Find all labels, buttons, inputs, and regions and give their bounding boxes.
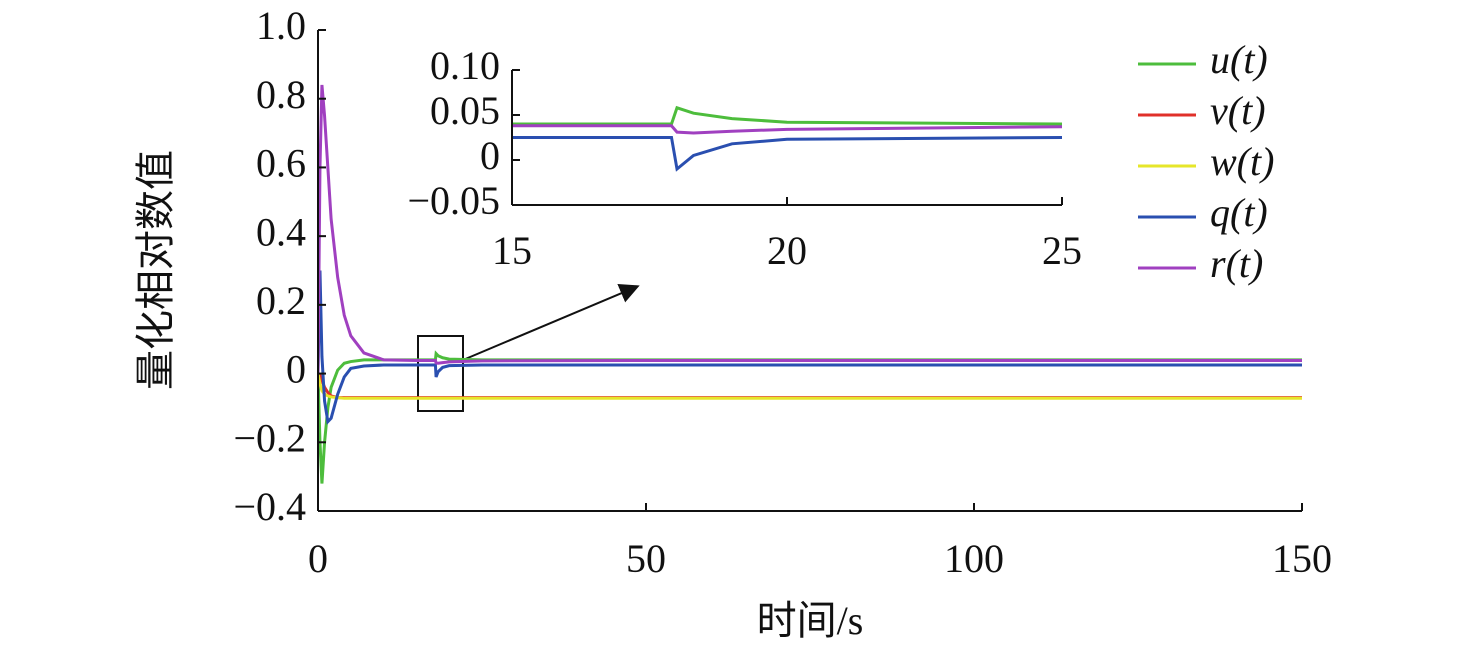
main-plot <box>318 84 1302 484</box>
series-line <box>318 270 1302 425</box>
series-line <box>512 105 1062 126</box>
y-tick-label: 0.05 <box>430 88 500 133</box>
x-tick-label: 20 <box>767 228 807 273</box>
y-tick-label: 0.2 <box>256 278 306 323</box>
y-tick-label: −0.4 <box>233 484 306 529</box>
y-tick-label: 0.6 <box>256 141 306 186</box>
x-tick-label: 150 <box>1272 536 1332 581</box>
series-line <box>512 124 1062 135</box>
y-tick-label: 0.8 <box>256 72 306 117</box>
x-tick-label: 50 <box>626 536 666 581</box>
zoom-box <box>417 335 464 412</box>
x-tick-label: 15 <box>492 228 532 273</box>
y-tick-label: 0.4 <box>256 209 306 254</box>
legend-label: r(t) <box>1210 241 1263 286</box>
zoom-arrow <box>462 284 640 361</box>
x-tick-label: 25 <box>1042 228 1082 273</box>
y-tick-label: 0.10 <box>430 43 500 88</box>
legend-label: u(t) <box>1210 37 1268 82</box>
y-tick-label: −0.05 <box>407 178 500 223</box>
x-axis-label: 时间/s <box>757 598 864 643</box>
series-line <box>318 372 1302 400</box>
series-line <box>318 84 1302 374</box>
y-tick-label: −0.2 <box>233 415 306 460</box>
legend-label: w(t) <box>1210 139 1274 184</box>
inset-plot <box>512 105 1062 172</box>
y-tick-label: 0 <box>286 347 306 392</box>
series-line <box>512 136 1062 172</box>
x-tick-label: 100 <box>944 536 1004 581</box>
legend-label: v(t) <box>1210 88 1266 133</box>
x-tick-label: 0 <box>308 536 328 581</box>
y-tick-label: 0 <box>480 133 500 178</box>
legend-label: q(t) <box>1210 190 1268 235</box>
y-tick-label: 1.0 <box>256 3 306 48</box>
series-line <box>318 350 1302 484</box>
y-axis-label: 量化相对数值 <box>133 150 178 390</box>
series-line <box>318 373 1302 400</box>
